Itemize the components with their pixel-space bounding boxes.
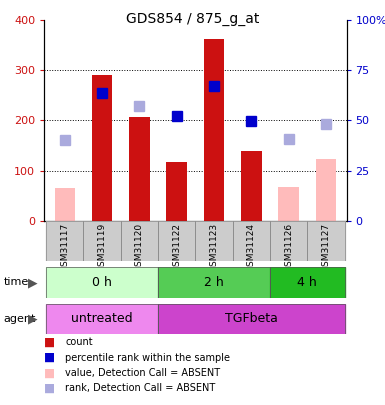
Text: ▶: ▶	[28, 276, 38, 289]
Text: GSM31122: GSM31122	[172, 223, 181, 272]
Bar	[129, 117, 150, 221]
Bar	[270, 267, 345, 298]
Text: GSM31123: GSM31123	[209, 223, 219, 272]
Text: ■: ■	[44, 382, 55, 395]
Bar	[46, 267, 158, 298]
Text: rank, Detection Call = ABSENT: rank, Detection Call = ABSENT	[65, 384, 216, 393]
Bar	[270, 221, 307, 261]
Text: value, Detection Call = ABSENT: value, Detection Call = ABSENT	[65, 368, 221, 378]
Text: 4 h: 4 h	[298, 276, 317, 289]
Text: 2 h: 2 h	[204, 276, 224, 289]
Bar	[46, 221, 84, 261]
Bar	[84, 221, 121, 261]
Text: count: count	[65, 337, 93, 347]
Bar	[84, 221, 121, 261]
Bar	[307, 221, 345, 261]
Text: GSM31119: GSM31119	[98, 223, 107, 272]
Bar	[158, 221, 195, 261]
Bar	[241, 151, 262, 221]
Bar	[196, 221, 233, 261]
Text: ■: ■	[44, 367, 55, 379]
Text: GSM31120: GSM31120	[135, 223, 144, 272]
Text: ▶: ▶	[28, 312, 38, 326]
Text: 0 h: 0 h	[92, 276, 112, 289]
Text: time: time	[4, 277, 29, 288]
Bar	[158, 221, 195, 261]
Text: ■: ■	[44, 336, 55, 349]
Bar	[204, 39, 224, 221]
Bar	[121, 221, 158, 261]
Text: GSM31127: GSM31127	[321, 223, 330, 272]
Bar	[158, 304, 345, 334]
Bar	[92, 75, 112, 221]
Text: TGFbeta: TGFbeta	[225, 312, 278, 326]
Bar	[233, 221, 270, 261]
Bar	[196, 221, 233, 261]
Bar	[270, 267, 345, 298]
Bar	[278, 187, 299, 221]
Bar	[121, 221, 158, 261]
Text: GDS854 / 875_g_at: GDS854 / 875_g_at	[126, 12, 259, 26]
Text: percentile rank within the sample: percentile rank within the sample	[65, 353, 231, 362]
Bar	[46, 304, 158, 334]
Bar	[233, 221, 270, 261]
Bar	[55, 188, 75, 221]
Bar	[158, 267, 270, 298]
Text: GSM31117: GSM31117	[60, 223, 69, 272]
Bar	[46, 304, 158, 334]
Bar	[46, 221, 84, 261]
Text: GSM31124: GSM31124	[247, 223, 256, 272]
Text: GSM31126: GSM31126	[284, 223, 293, 272]
Bar	[307, 221, 345, 261]
Bar	[158, 267, 270, 298]
Bar	[158, 304, 345, 334]
Bar	[270, 221, 307, 261]
Text: untreated: untreated	[71, 312, 133, 326]
Bar	[316, 159, 336, 221]
Bar	[166, 162, 187, 221]
Text: agent: agent	[4, 314, 36, 324]
Text: ■: ■	[44, 351, 55, 364]
Bar	[46, 267, 158, 298]
